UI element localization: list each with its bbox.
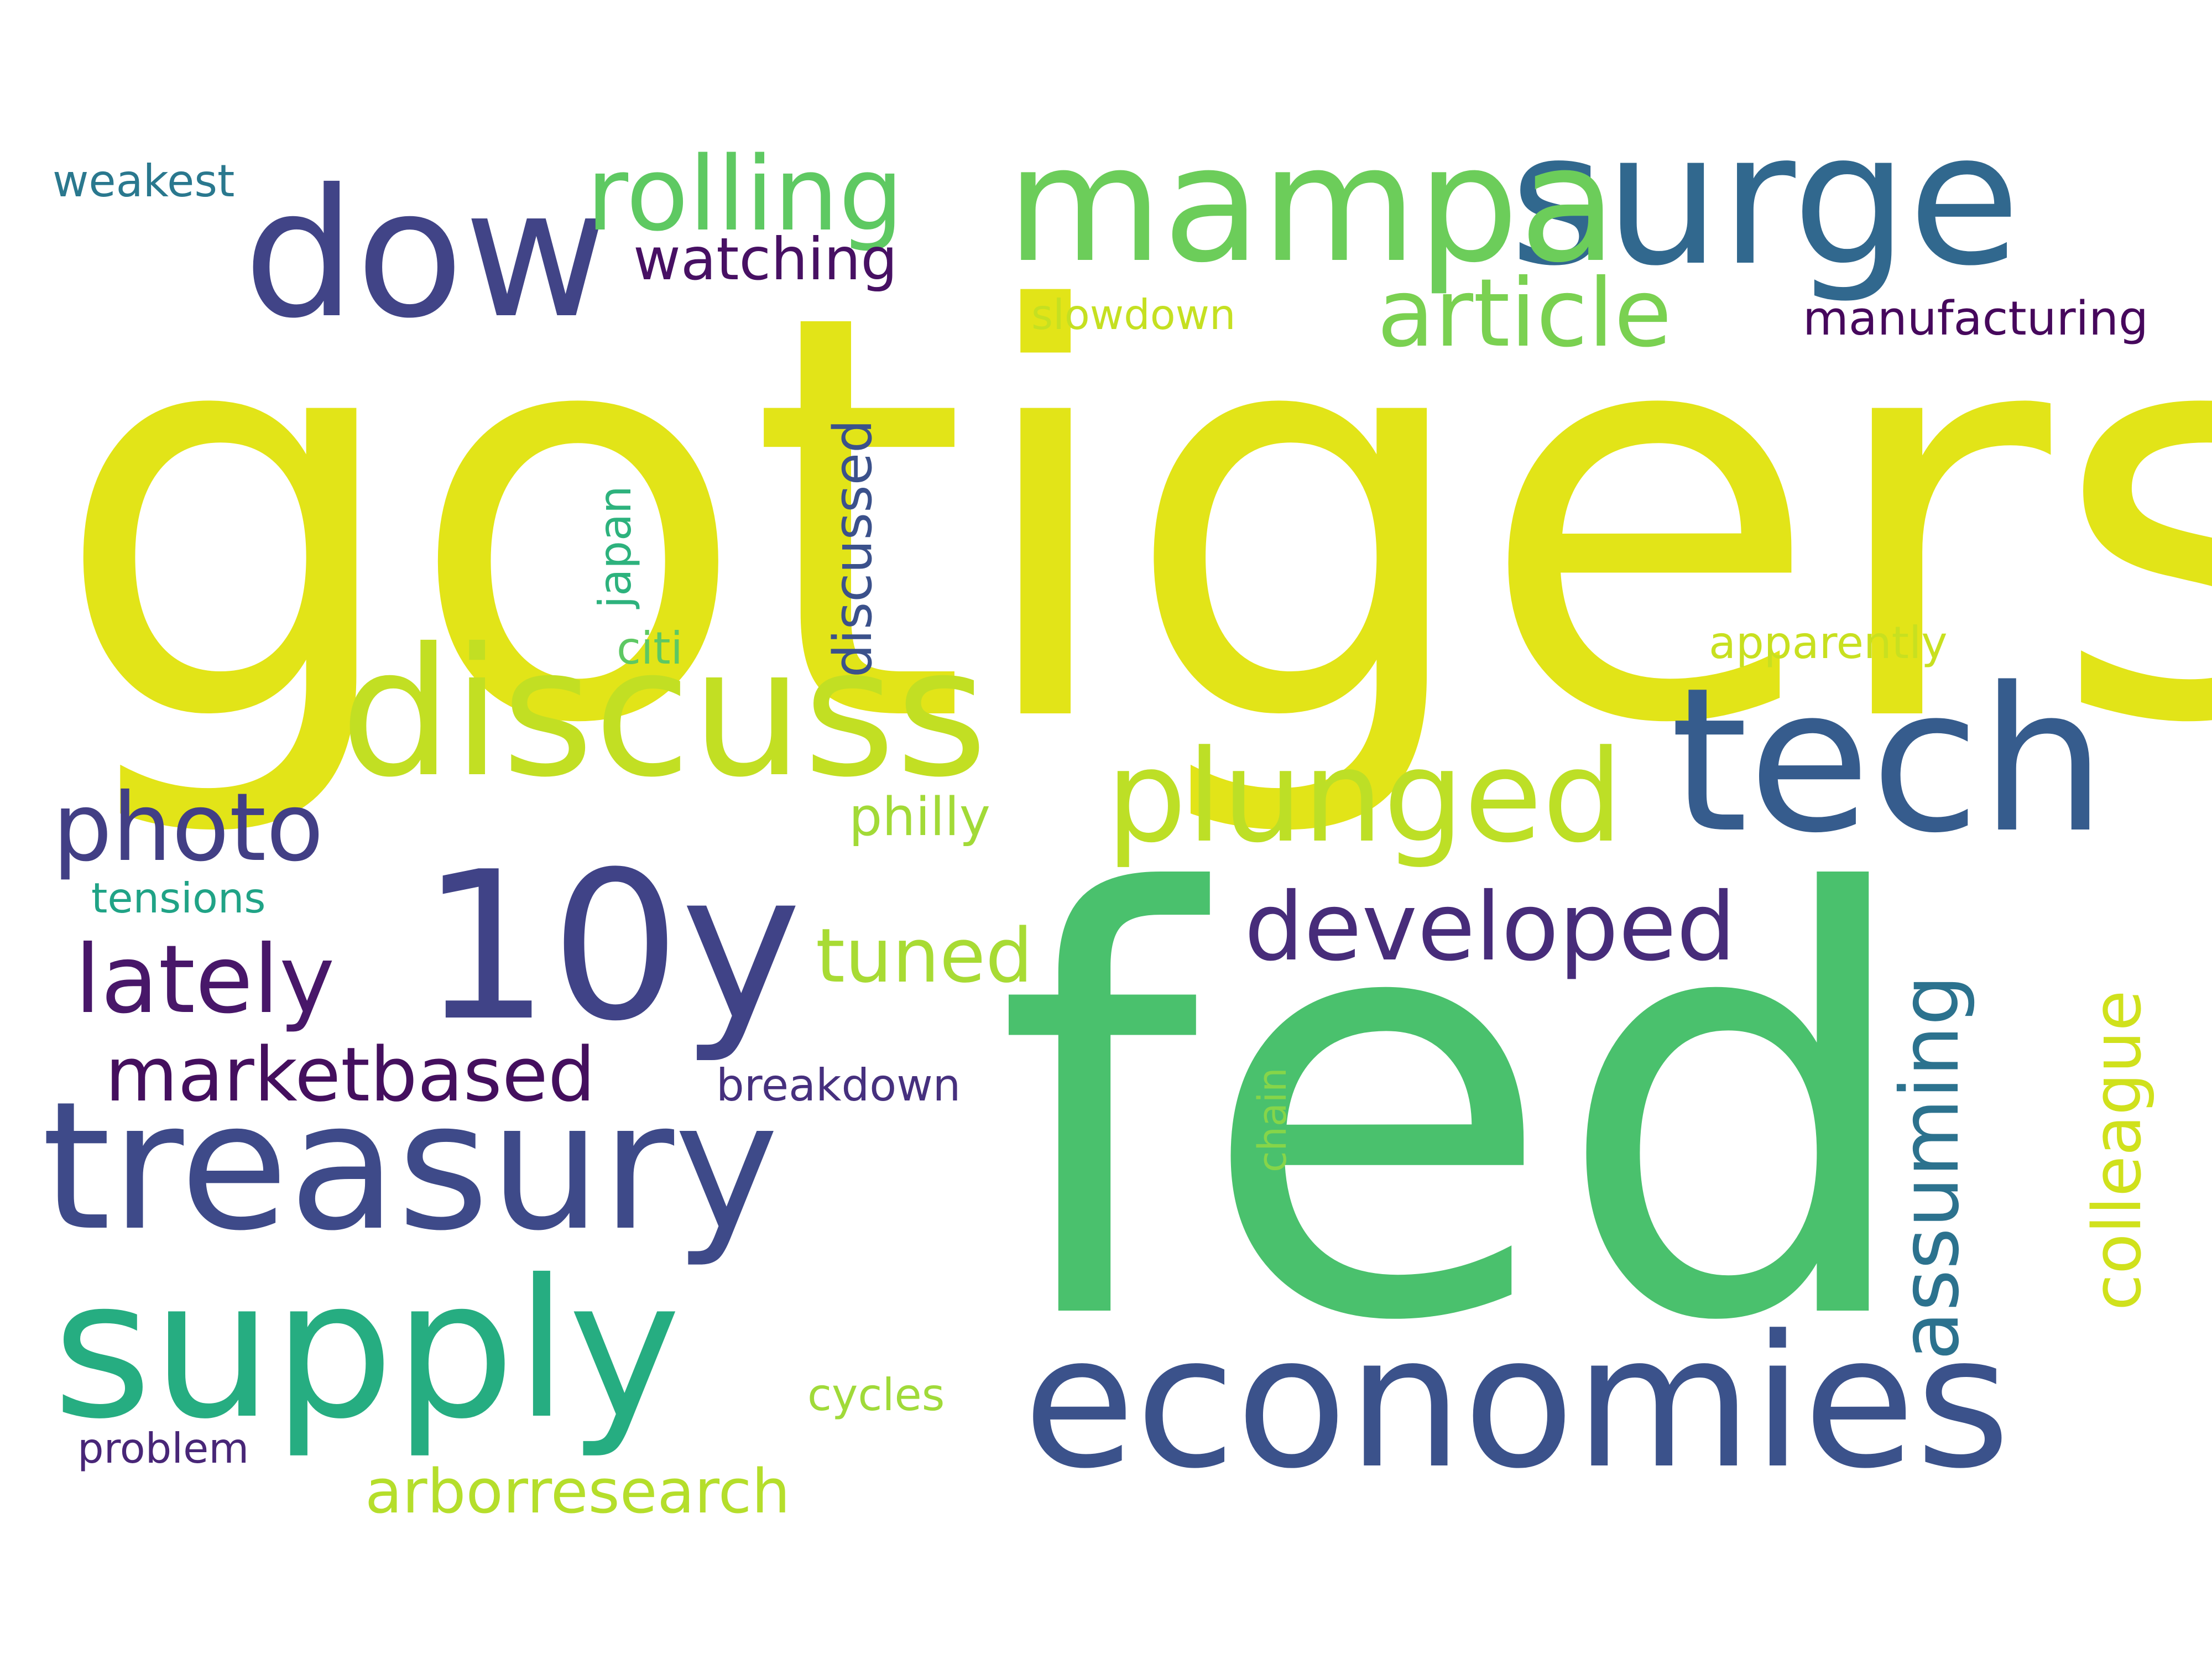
word-chain: chain [1250,1067,1295,1172]
word-treasury: treasury [41,1064,779,1270]
word-economies: economies [1023,1296,2011,1509]
word-weakest: weakest [53,155,234,207]
word-watching: watching [633,226,898,293]
word-photo: photo [53,773,324,883]
word-japan: japan [589,486,641,609]
word-gotigers: gotigers [53,195,2212,846]
word-surge: surge [1510,93,2020,306]
word-tech: tech [1670,645,2106,877]
word-citi: citi [617,623,683,674]
word-philly: philly [849,787,990,848]
word-manufacturing: manufacturing [1803,291,2148,346]
word-marketbased: marketbased [105,1031,596,1118]
word-10y: 10y [420,828,802,1066]
word-article: article [1377,259,1672,368]
word-tuned: tuned [816,912,1033,999]
word-fed: fed [995,775,1921,1447]
word-developed: developed [1244,873,1736,982]
word-colleague: colleague [2079,990,2156,1311]
word-mampa: mampa [1006,112,1618,298]
word-apparently: apparently [1709,617,1948,669]
word-lately: lately [75,925,335,1035]
word-dow: dow [243,152,609,357]
word-problem: problem [77,1424,249,1473]
word-discuss: discuss [340,611,988,816]
word-supply: supply [53,1239,681,1461]
word-arborresearch: arborresearch [365,1456,790,1527]
word-cycles: cycles [807,1369,945,1421]
word-slowdown: slowdown [1031,290,1236,339]
word-breakdown: breakdown [716,1060,961,1111]
word-discussed: discussed [823,420,884,677]
word-rolling: rolling [586,134,904,254]
word-assuming: assuming [1884,975,1977,1360]
word-tensions: tensions [91,874,266,922]
word-plunged: plunged [1106,723,1623,871]
